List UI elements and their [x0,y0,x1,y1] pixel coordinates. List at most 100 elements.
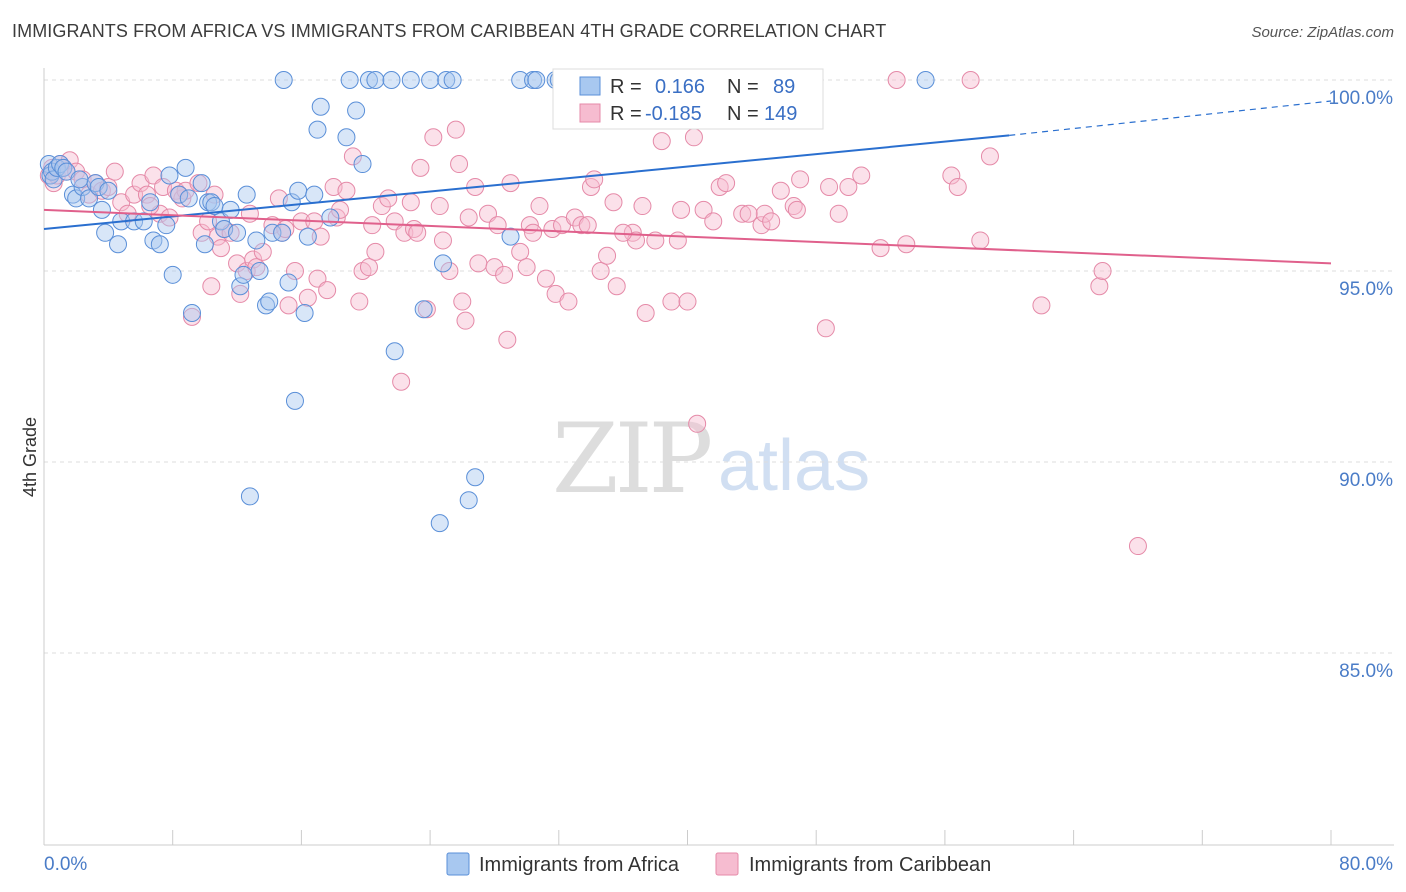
point-africa [260,292,279,311]
stats-africa-n-label: N = [727,76,759,98]
point-caribbean [572,216,591,235]
stats-africa-r-value: 0.166 [655,76,705,98]
legend-swatch-africa [446,852,470,876]
point-caribbean [125,185,144,204]
point-caribbean [144,166,163,185]
point-africa [240,487,259,506]
point-africa [234,265,253,284]
point-caribbean [604,193,623,212]
point-caribbean [820,177,839,196]
point-africa [228,223,247,242]
y-tick-label: 95.0% [1339,279,1393,300]
point-caribbean [598,246,617,265]
legend-swatch-caribbean [715,852,739,876]
y-axis-label: 4th Grade [20,417,40,497]
stats-caribbean-r-label: R = [610,103,642,125]
point-caribbean [771,181,790,200]
legend-label-caribbean: Immigrants from Caribbean [749,854,991,876]
point-caribbean [253,242,272,261]
point-caribbean [211,239,230,258]
point-caribbean [668,231,687,250]
point-africa [282,193,301,212]
point-africa [359,71,378,89]
point-caribbean [331,200,350,219]
trend-line-africa-extension [1009,100,1332,136]
point-africa [501,227,520,246]
stats-africa-r-label: R = [610,76,642,98]
stats-caribbean-n-label: N = [727,103,759,125]
point-africa [321,208,340,227]
point-africa [273,223,292,242]
y-tick-label: 90.0% [1339,470,1393,491]
point-caribbean [392,372,411,391]
point-caribbean [536,269,555,288]
point-africa [347,101,366,120]
point-caribbean [446,120,465,139]
point-caribbean [887,71,906,89]
point-africa [285,391,304,410]
watermark: ZIP atlas [552,403,870,515]
x-ticks [43,830,1332,845]
point-africa [247,231,266,250]
axes [43,68,1394,846]
point-africa [109,235,128,254]
point-caribbean [433,231,452,250]
point-africa [170,185,189,204]
stats-legend: R = 0.166 N = 89 R = -0.185 N = 149 [552,68,824,130]
point-africa [150,235,169,254]
point-africa [179,189,198,208]
point-africa [430,514,449,533]
point-caribbean [694,200,713,219]
point-caribbean [752,216,771,235]
point-africa [279,273,298,292]
point-caribbean [791,170,810,189]
point-caribbean [424,128,443,147]
point-caribbean [343,147,362,166]
point-caribbean [816,319,835,338]
point-caribbean [430,197,449,216]
point-caribbean [704,212,723,231]
point-caribbean [456,311,475,330]
point-caribbean [543,219,562,238]
watermark-zip: ZIP [552,403,711,515]
point-caribbean [202,277,221,296]
point-africa [80,189,99,208]
point-africa [92,200,111,219]
point-caribbean [379,189,398,208]
point-caribbean [871,239,890,258]
point-caribbean [607,277,626,296]
gridlines [44,79,1394,654]
point-caribbean [662,292,681,311]
point-caribbean [1128,537,1147,556]
trend-line-africa [43,134,1010,230]
point-africa [99,181,118,200]
point-caribbean [585,170,604,189]
point-caribbean [942,166,961,185]
point-africa [237,185,256,204]
point-africa [163,265,182,284]
point-africa [295,304,314,323]
point-caribbean [311,227,330,246]
point-caribbean [652,132,671,151]
chart-title: IMMIGRANTS FROM AFRICA VS IMMIGRANTS FRO… [12,21,887,41]
point-caribbean [1090,277,1109,296]
x-tick-label-min: 0.0% [44,854,87,875]
point-caribbean [485,258,504,277]
point-caribbean [231,284,250,303]
point-africa [176,158,195,177]
point-caribbean [829,204,848,223]
point-caribbean [308,269,327,288]
point-caribbean [633,197,652,216]
point-caribbean [591,262,610,280]
point-caribbean [401,193,420,212]
point-caribbean [350,292,369,311]
point-caribbean [183,307,202,326]
point-africa [337,128,356,147]
point-caribbean [755,204,774,223]
point-africa [289,181,308,200]
stats-caribbean-r-value: -0.185 [645,103,702,125]
point-africa [141,193,160,212]
point-africa [263,223,282,242]
point-africa [414,300,433,319]
point-caribbean [318,281,337,300]
